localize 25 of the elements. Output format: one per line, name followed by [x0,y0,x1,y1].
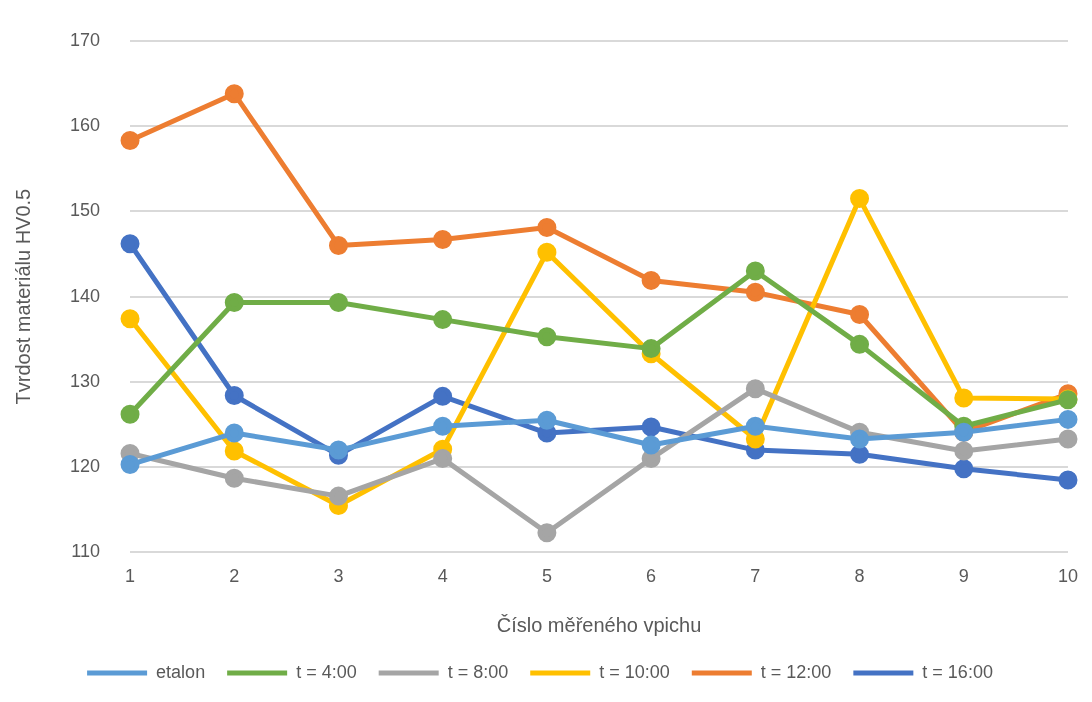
x-tick-label: 8 [854,566,865,587]
legend-label: t = 10:00 [599,661,670,682]
legend-label: etalon [156,661,206,682]
x-tick-label: 5 [541,566,552,587]
y-tick-label: 160 [69,115,101,136]
x-tick-label: 10 [1057,566,1078,587]
y-tick-label: 170 [69,29,101,50]
legend-label: t = 8:00 [447,661,509,682]
legend-label: t = 12:00 [760,661,832,682]
y-tick-label: 130 [69,370,101,391]
y-tick-label: 140 [69,285,101,306]
x-tick-label: 6 [646,566,657,587]
x-axis-title: Číslo měřeného vpichu [496,613,702,636]
y-tick-label: 110 [71,541,101,562]
x-tick-label: 3 [333,566,344,587]
x-tick-label: 1 [125,566,136,587]
y-axis-title: Tvrdost materiálu HV0.5 [11,188,34,405]
y-tick-label: 120 [69,456,101,477]
legend-label: t = 16:00 [922,661,993,682]
x-tick-label: 7 [750,566,761,587]
legend-label: t = 4:00 [296,661,357,682]
y-tick-label: 150 [69,200,101,221]
x-tick-label: 2 [229,566,240,587]
x-tick-label: 9 [958,566,969,587]
x-tick-label: 4 [437,566,448,587]
